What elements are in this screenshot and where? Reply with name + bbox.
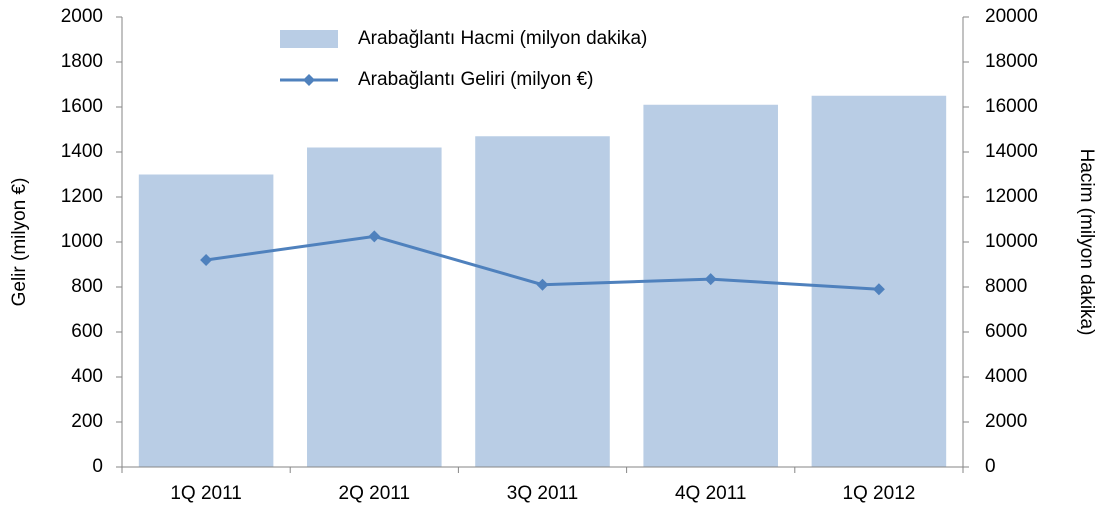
x-tick-label: 3Q 2011 bbox=[507, 483, 578, 504]
bar bbox=[643, 104, 778, 467]
y2-tick-label: 2000 bbox=[985, 411, 1027, 432]
x-tick-label: 4Q 2011 bbox=[675, 483, 746, 504]
y-tick-label: 400 bbox=[71, 366, 103, 387]
legend-label: Arabağlantı Geliri (milyon €) bbox=[358, 69, 593, 90]
bar bbox=[811, 95, 947, 467]
y-tick-label: 1400 bbox=[61, 141, 103, 162]
y2-tick-label: 12000 bbox=[985, 186, 1038, 207]
line-marker bbox=[536, 278, 549, 291]
legend-swatch bbox=[280, 30, 338, 48]
bar bbox=[138, 174, 274, 467]
line-marker bbox=[704, 273, 717, 286]
y-tick-label: 1200 bbox=[61, 186, 103, 207]
y2-tick-label: 18000 bbox=[985, 51, 1038, 72]
legend-label: Arabağlantı Hacmi (milyon dakika) bbox=[358, 28, 647, 49]
x-tick-label: 1Q 2011 bbox=[170, 483, 241, 504]
y-axis-title: Gelir (milyon €) bbox=[9, 178, 30, 307]
y-tick-label: 600 bbox=[71, 321, 103, 342]
y2-tick-label: 16000 bbox=[985, 96, 1038, 117]
line-marker bbox=[872, 283, 885, 296]
y2-tick-label: 8000 bbox=[985, 276, 1027, 297]
y2-tick-label: 0 bbox=[985, 456, 996, 477]
bar bbox=[307, 147, 442, 467]
y2-axis-title: Hacim (milyon dakika) bbox=[1076, 149, 1097, 336]
line-marker bbox=[368, 230, 381, 243]
y-tick-label: 200 bbox=[71, 411, 103, 432]
y-tick-label: 1000 bbox=[61, 231, 103, 252]
y-tick-label: 0 bbox=[92, 456, 103, 477]
x-tick-label: 2Q 2011 bbox=[339, 483, 410, 504]
y-tick-label: 1800 bbox=[61, 51, 103, 72]
x-tick-label: 1Q 2012 bbox=[842, 483, 915, 504]
legend-marker bbox=[303, 74, 315, 86]
y2-tick-label: 14000 bbox=[985, 141, 1038, 162]
y2-tick-label: 6000 bbox=[985, 321, 1027, 342]
y-tick-label: 1600 bbox=[61, 96, 103, 117]
y-tick-label: 2000 bbox=[61, 6, 103, 27]
y-tick-label: 800 bbox=[71, 276, 103, 297]
line-marker bbox=[200, 254, 213, 266]
y2-tick-label: 20000 bbox=[985, 6, 1038, 27]
bar bbox=[475, 136, 610, 467]
y2-tick-label: 4000 bbox=[985, 366, 1027, 387]
y2-tick-label: 10000 bbox=[985, 231, 1038, 252]
